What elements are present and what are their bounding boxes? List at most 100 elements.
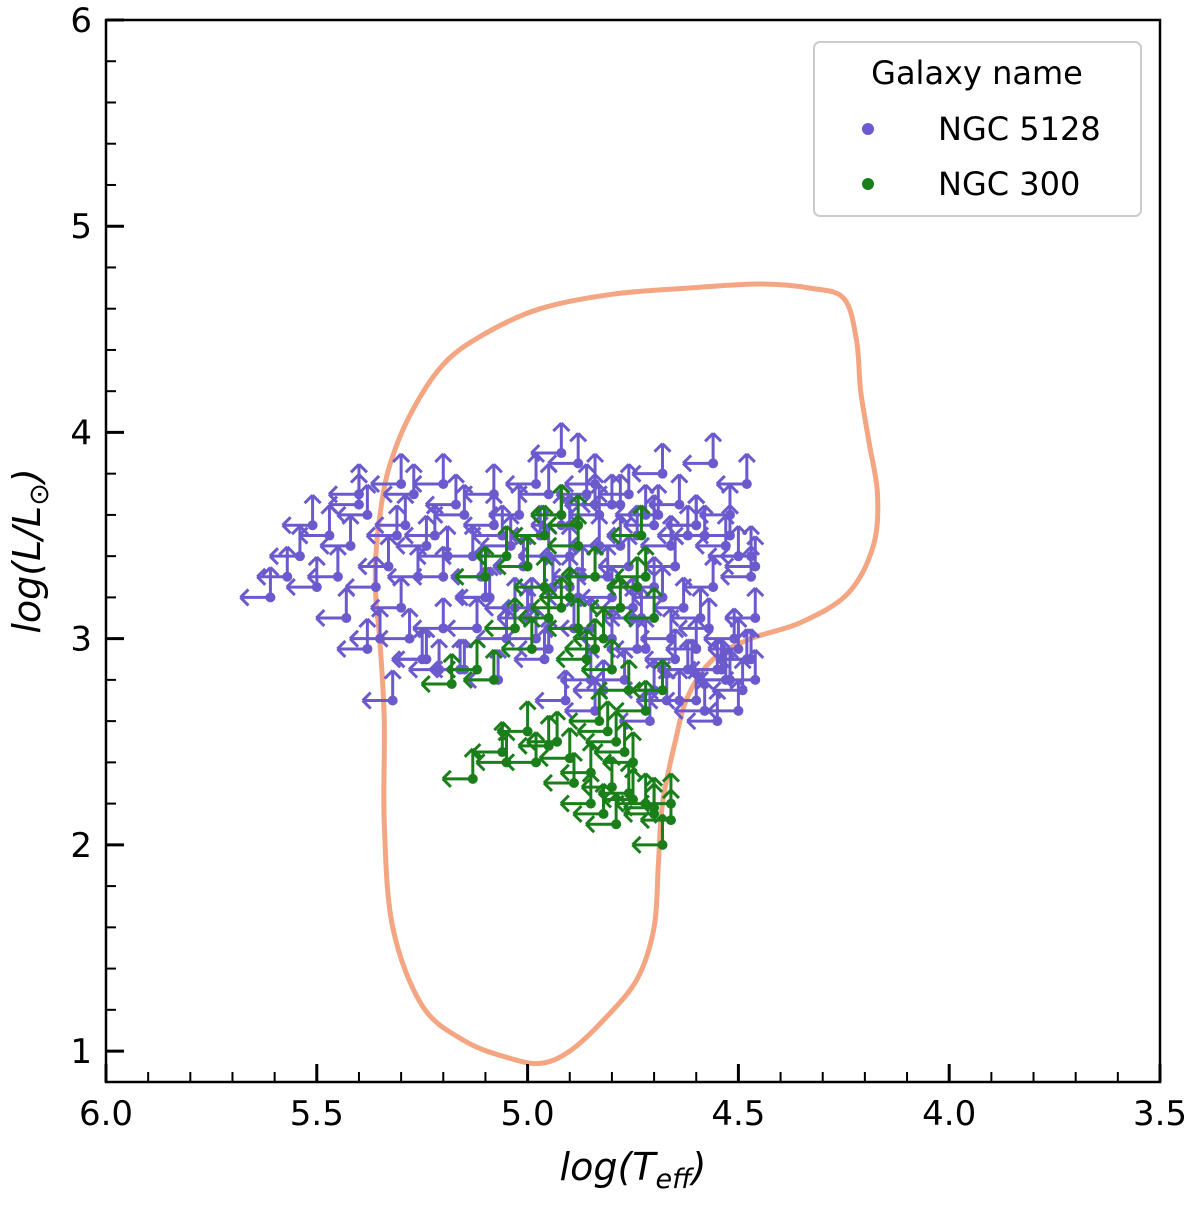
ticks-layer [104, 18, 1162, 1082]
data-point-ngc300 [475, 525, 516, 566]
data-point-ngc5128 [589, 473, 630, 514]
y-axis-label: log(L/L⊙) [5, 468, 55, 633]
legend-title: Galaxy name [871, 54, 1083, 92]
data-point-ngc300 [576, 700, 617, 741]
data-point-ngc5128 [285, 556, 326, 597]
y-tick-label: 2 [70, 826, 92, 866]
data-point-ngc5128 [315, 586, 356, 628]
data-point-ngc300 [530, 576, 571, 617]
data-point-ngc5128 [719, 628, 761, 669]
data-point-ngc300 [496, 700, 537, 741]
data-point-ngc300 [547, 494, 588, 535]
data-point-ngc5128 [627, 483, 668, 524]
data-point-ngc5128 [395, 628, 436, 669]
data-point-ngc300 [623, 586, 664, 628]
data-point-ngc5128 [682, 432, 723, 473]
data-point-ngc5128 [319, 514, 360, 555]
x-tick-label: 5.5 [290, 1094, 344, 1134]
data-point-ngc300 [601, 731, 643, 772]
data-point-ngc5128 [370, 452, 411, 494]
data-point-ngc300 [639, 789, 681, 830]
data-point-ngc5128 [370, 576, 411, 617]
data-point-ngc300 [593, 720, 634, 762]
data-point-ngc300 [530, 483, 571, 524]
data-point-ngc5128 [445, 597, 487, 638]
y-tick-label: 3 [70, 620, 92, 660]
y-tick-label: 4 [70, 413, 92, 453]
data-point-ngc5128 [268, 525, 309, 566]
data-point-ngc300 [441, 747, 482, 788]
data-point-ngc5128 [382, 463, 423, 504]
data-point-ngc5128 [365, 504, 406, 545]
data-point-ngc5128 [719, 525, 761, 566]
data-point-ngc300 [572, 607, 613, 648]
data-point-ngc300 [475, 731, 516, 772]
data-point-ngc5128 [462, 463, 503, 504]
data-point-ngc300 [589, 576, 630, 617]
data-point-ngc300 [445, 638, 487, 679]
legend: Galaxy name NGC 5128 NGC 300 [813, 41, 1142, 217]
data-point-ngc5128 [711, 659, 752, 700]
data-point-ngc5128 [724, 535, 765, 576]
data-point-ngc5128 [374, 494, 415, 535]
data-point-ngc300 [526, 710, 567, 751]
data-point-ngc5128 [424, 473, 465, 514]
data-point-ngc300 [606, 556, 647, 597]
legend-label-ngc5128: NGC 5128 [938, 110, 1101, 148]
data-point-ngc300 [500, 617, 541, 659]
data-point-ngc300 [631, 659, 672, 700]
data-point-ngc300 [496, 535, 537, 576]
data-point-ngc5128 [648, 669, 689, 710]
data-point-ngc5128 [715, 452, 756, 494]
data-point-ngc5128 [378, 607, 419, 648]
data-point-ngc5128 [327, 463, 369, 504]
data-point-ngc5128 [357, 535, 398, 576]
data-point-ngc300 [623, 776, 664, 817]
data-point-ngc5128 [412, 545, 453, 586]
x-tick-label: 6.0 [79, 1094, 133, 1134]
data-point-ngc300 [563, 617, 605, 659]
points-layer [239, 421, 765, 854]
legend-box [813, 41, 1142, 217]
x-tick-label: 4.0 [922, 1094, 976, 1134]
data-point-ngc300 [610, 504, 651, 545]
x-tick-label: 4.5 [711, 1094, 765, 1134]
data-point-ngc5128 [281, 494, 322, 535]
data-point-ngc5128 [547, 432, 588, 473]
data-point-ngc5128 [361, 669, 402, 710]
contour-line [372, 281, 881, 1067]
data-point-ngc5128 [669, 586, 710, 628]
legend-label-ngc300: NGC 300 [938, 165, 1080, 203]
data-point-ngc300 [614, 545, 655, 586]
data-point-ngc300 [538, 727, 579, 768]
data-point-ngc300 [585, 710, 626, 751]
x-tick-labels: 6.0 5.5 5.0 4.5 4.0 3.5 [79, 1094, 1187, 1134]
data-point-ngc5128 [306, 545, 347, 586]
data-point-ngc5128 [534, 669, 575, 710]
data-point-ngc5128 [336, 617, 377, 659]
data-point-ngc300 [513, 556, 554, 597]
data-point-ngc300 [639, 772, 681, 813]
data-point-ngc300 [559, 772, 600, 813]
data-point-ngc300 [547, 597, 588, 638]
data-point-ngc5128 [412, 452, 453, 494]
data-point-ngc300 [517, 714, 558, 755]
y-tick-label: 6 [70, 1, 92, 41]
data-point-ngc5128 [656, 504, 697, 545]
legend-marker-ngc5128 [862, 123, 874, 135]
x-tick-label: 5.0 [501, 1094, 555, 1134]
data-point-ngc300 [568, 690, 609, 731]
data-point-ngc5128 [517, 463, 558, 504]
x-axis-label: log(Teff) [560, 1145, 707, 1195]
data-point-ngc5128 [441, 525, 482, 566]
x-tick-label: 3.5 [1133, 1094, 1187, 1134]
y-tick-label: 5 [70, 207, 92, 247]
y-tick-labels: 1 2 3 4 5 6 [70, 1, 92, 1072]
data-point-ngc5128 [504, 452, 546, 494]
data-point-ngc5128 [386, 545, 428, 586]
data-point-ngc5128 [698, 504, 740, 545]
data-point-ngc5128 [665, 494, 706, 535]
data-point-ngc300 [513, 504, 554, 545]
data-point-ngc5128 [412, 597, 453, 638]
